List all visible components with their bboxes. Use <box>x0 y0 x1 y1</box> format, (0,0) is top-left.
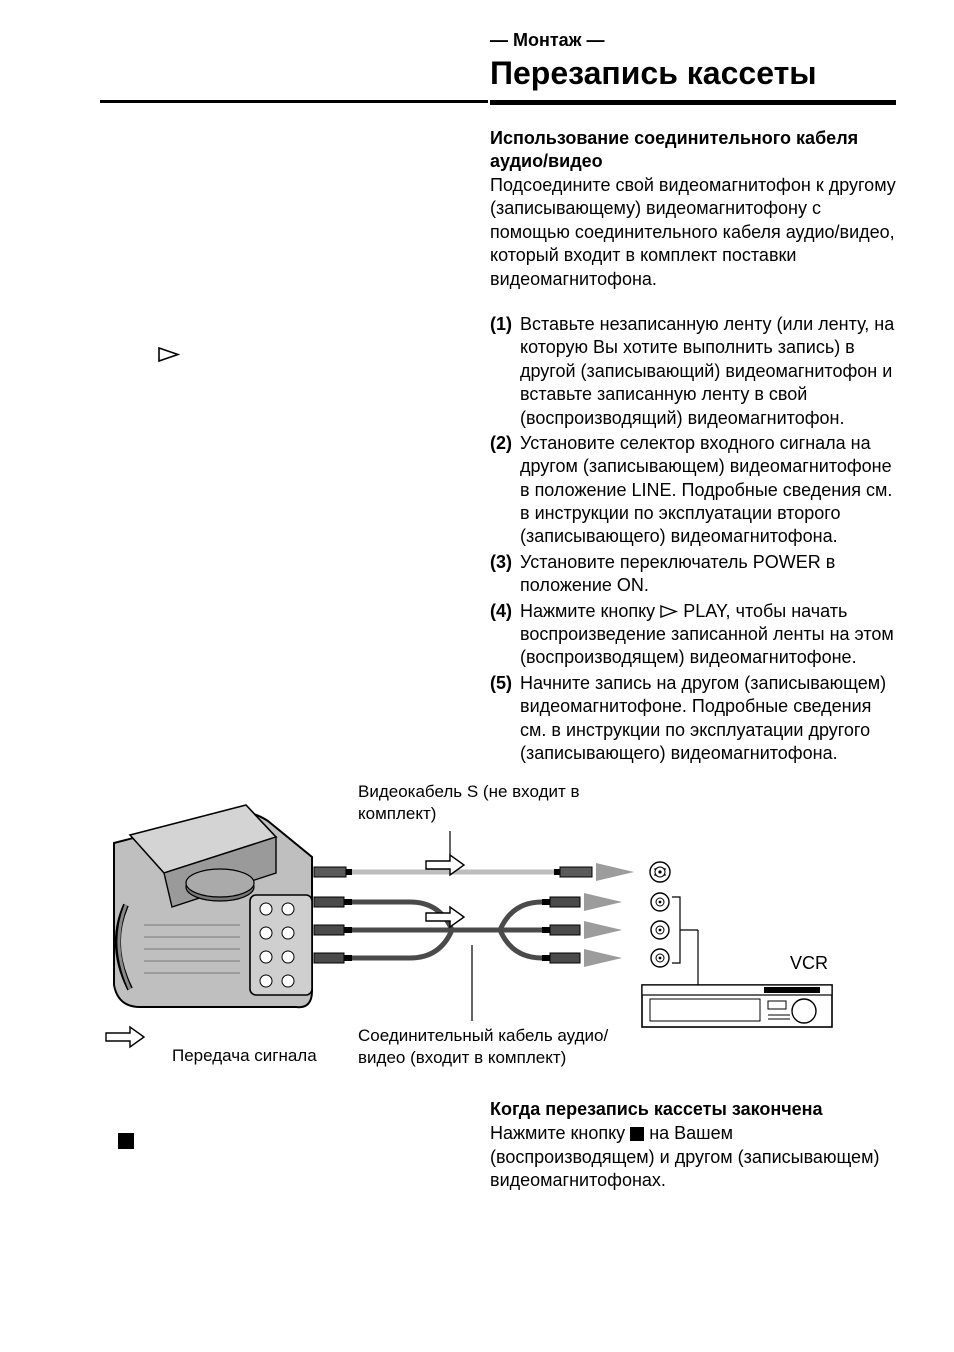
finish-heading: Когда перезапись кассеты закончена <box>490 1099 896 1120</box>
vcr-illustration <box>642 985 832 1027</box>
stop-icon <box>630 1127 644 1141</box>
play-icon <box>660 605 678 618</box>
finish-body: Нажмите кнопку на Вашем (воспроизводящем… <box>490 1122 896 1192</box>
step-item: (5) Начните запись на другом (записывающ… <box>490 672 896 766</box>
svideo-cable <box>314 863 634 881</box>
step-number: (4) <box>490 600 520 670</box>
signal-arrow-icon-2 <box>106 1027 144 1047</box>
step-text: Начните запись на другом (записывающем) … <box>520 672 896 766</box>
step-text: Вставьте незаписанную ленту (или ленту, … <box>520 313 896 430</box>
av-cable-label: Соединительный кабель аудио/видео (входи… <box>358 1025 638 1068</box>
step-item: (3) Установите переключатель POWER в пол… <box>490 551 896 598</box>
step-text: Установите переключатель POWER в положен… <box>520 551 896 598</box>
horizontal-rule <box>100 100 896 105</box>
step-text: Установите селектор входного сигнала на … <box>520 432 896 549</box>
step-item: (1) Вставьте незаписанную ленту (или лен… <box>490 313 896 430</box>
steps-list: (1) Вставьте незаписанную ленту (или лен… <box>490 313 896 765</box>
stop-icon-left <box>118 1133 134 1149</box>
signal-arrow-icon-3 <box>426 907 464 927</box>
step-number: (2) <box>490 432 520 549</box>
vcr-input-jacks <box>650 862 698 985</box>
vcr-label: VCR <box>790 953 828 974</box>
step-number: (3) <box>490 551 520 598</box>
step-item: (2) Установите селектор входного сигнала… <box>490 432 896 549</box>
page-title: Перезапись кассеты <box>490 55 896 92</box>
signal-flow-label: Передача сигнала <box>172 1045 317 1066</box>
step-number: (5) <box>490 672 520 766</box>
step-text-pre: Нажмите кнопку <box>520 601 660 621</box>
intro-heading: Использование соединительного кабеля ауд… <box>490 127 896 172</box>
av-cable <box>314 893 622 967</box>
step-text: Нажмите кнопку PLAY, чтобы начать воспро… <box>520 600 896 670</box>
camcorder-illustration <box>114 805 312 1007</box>
section-label: — Монтаж — <box>490 30 896 51</box>
step-item: (4) Нажмите кнопку PLAY, чтобы начать во… <box>490 600 896 670</box>
intro-body: Подсоедините свой видеомагнитофон к друг… <box>490 174 896 291</box>
step-number: (1) <box>490 313 520 430</box>
finish-pre: Нажмите кнопку <box>490 1123 630 1143</box>
connection-diagram: Видеокабель S (не входит в комплект) <box>100 785 896 1085</box>
